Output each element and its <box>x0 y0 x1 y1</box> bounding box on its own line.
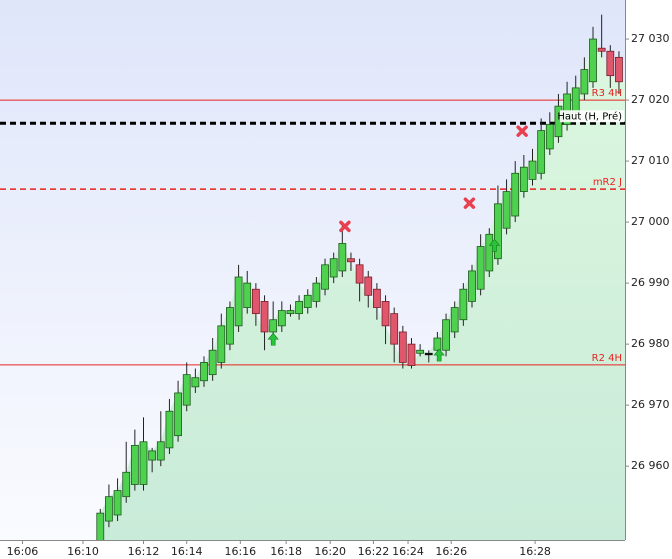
candle-body <box>502 191 511 229</box>
candle-body <box>459 288 468 321</box>
candle-body <box>485 233 494 272</box>
candle-body <box>615 56 623 83</box>
candle-body <box>433 337 442 351</box>
candle-body <box>105 496 113 522</box>
sell-signal <box>339 220 351 233</box>
candle-body <box>563 93 571 125</box>
candle-body <box>122 471 131 498</box>
candle-body <box>450 307 459 333</box>
candle-body <box>251 288 260 315</box>
level-label: R2 4H <box>592 353 622 364</box>
candle-body <box>398 331 407 363</box>
x-tick-label: 16:20 <box>314 545 346 558</box>
candle-body <box>606 50 615 77</box>
level-label: R3 4H <box>592 88 622 99</box>
candle-body <box>139 441 148 485</box>
x-tick-label: 16:12 <box>128 545 160 558</box>
candle-body <box>277 310 286 327</box>
x-tick-label: 16:26 <box>435 545 467 558</box>
candle-body <box>597 47 606 52</box>
price-area <box>100 39 625 540</box>
x-tick-label: 16:14 <box>171 545 203 558</box>
buy-signal <box>488 238 501 252</box>
candle-body <box>191 377 200 388</box>
sell-signal <box>516 125 528 137</box>
candle-body <box>312 282 321 302</box>
candle-body <box>208 349 217 376</box>
candle-body <box>329 258 338 278</box>
candle-body <box>321 264 329 290</box>
candle-body <box>113 490 122 516</box>
candle-body <box>234 276 243 327</box>
x-tick-label: 16:10 <box>67 545 99 558</box>
candle-body <box>260 301 269 333</box>
candle-body <box>390 313 399 345</box>
candle-body <box>407 343 416 366</box>
candle-body <box>528 160 537 180</box>
candle-body <box>96 512 105 540</box>
candle-body <box>347 258 355 263</box>
candle-body <box>303 294 312 308</box>
y-tick-label: 26 970 <box>631 398 670 411</box>
candle-body <box>269 319 278 333</box>
candle-body <box>243 282 252 308</box>
x-tick-label: 16:18 <box>270 545 302 558</box>
candle-body <box>381 301 390 327</box>
candle-body <box>364 276 373 296</box>
sell-signal <box>463 197 476 209</box>
y-tick-label: 26 980 <box>631 337 670 350</box>
y-tick-label: 27 030 <box>631 32 670 45</box>
candle-body <box>295 301 304 315</box>
level-label: mR2 J <box>593 177 622 188</box>
candle-body <box>537 130 546 174</box>
candle-body <box>286 310 295 315</box>
candle-body <box>182 374 191 406</box>
candle-body <box>468 270 476 302</box>
candle-body <box>165 410 174 449</box>
candle-body <box>416 349 425 354</box>
candle-body <box>217 325 226 363</box>
x-tick-label: 16:24 <box>392 545 424 558</box>
y-tick-label: 26 990 <box>631 276 670 289</box>
candle-body <box>130 445 139 485</box>
candle-body <box>589 38 597 83</box>
candle-body <box>545 124 554 150</box>
candle-body <box>442 319 450 351</box>
y-tick-label: 27 000 <box>631 215 670 228</box>
candle-body <box>511 172 520 217</box>
buy-signal <box>433 348 445 362</box>
x-tick-label: 16:28 <box>519 545 551 558</box>
candle-body <box>200 362 208 382</box>
candle-body <box>571 87 580 113</box>
x-tick-label: 16:22 <box>358 545 390 558</box>
plot-area: R3 4H Haut (H, Pré) mR2 J R2 4H <box>0 14 625 540</box>
candle-body <box>338 243 347 272</box>
candle-body <box>519 166 528 192</box>
y-tick-label: 27 010 <box>631 154 670 167</box>
y-tick-label: 26 960 <box>631 459 670 472</box>
buy-signal <box>267 332 279 346</box>
level-label: Haut (H, Pré) <box>557 110 622 122</box>
candle-body <box>355 264 364 284</box>
x-tick-label: 16:16 <box>224 545 256 558</box>
candle-body <box>148 450 157 461</box>
candle-body <box>494 203 502 260</box>
y-tick-label: 27 020 <box>631 93 670 106</box>
candle-body <box>476 246 485 290</box>
candle-body <box>373 288 381 308</box>
candle-body <box>580 69 589 95</box>
candle-body <box>174 392 182 437</box>
level-label-box <box>560 110 624 123</box>
x-tick-label: 16:06 <box>7 545 39 558</box>
candle-body <box>226 307 234 345</box>
candle-body <box>424 352 433 356</box>
candle-body <box>156 441 165 461</box>
